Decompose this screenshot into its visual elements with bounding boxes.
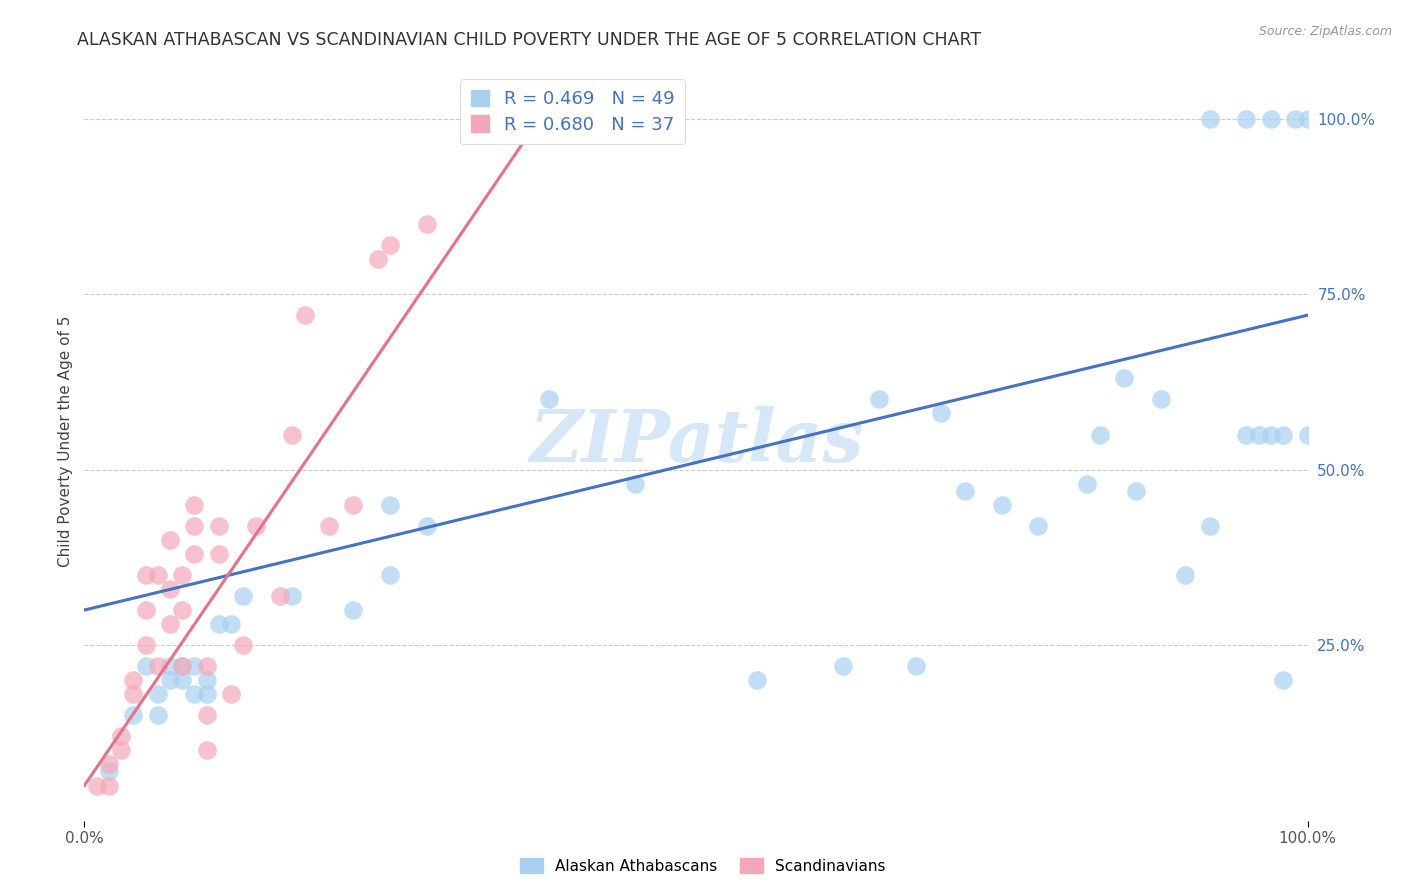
Point	[367, 252, 389, 266]
Point	[1296, 112, 1319, 126]
Point	[135, 603, 157, 617]
Point	[1284, 112, 1306, 126]
Point	[146, 687, 169, 701]
Point	[146, 568, 169, 582]
Point	[1236, 427, 1258, 442]
Point	[135, 659, 157, 673]
Point	[183, 518, 205, 533]
Point	[1076, 476, 1098, 491]
Point	[195, 673, 218, 688]
Point	[1114, 371, 1136, 385]
Point	[1272, 673, 1295, 688]
Point	[122, 708, 145, 723]
Point	[269, 589, 291, 603]
Point	[232, 589, 254, 603]
Point	[1028, 518, 1050, 533]
Point	[1198, 112, 1220, 126]
Point	[380, 238, 402, 252]
Point	[342, 498, 364, 512]
Point	[195, 708, 218, 723]
Point	[122, 687, 145, 701]
Point	[747, 673, 769, 688]
Point	[195, 743, 218, 757]
Point	[208, 518, 231, 533]
Point	[183, 659, 205, 673]
Point	[195, 687, 218, 701]
Text: ZIPatlas: ZIPatlas	[529, 406, 863, 477]
Point	[232, 638, 254, 652]
Point	[831, 659, 853, 673]
Point	[416, 518, 439, 533]
Legend: Alaskan Athabascans, Scandinavians: Alaskan Athabascans, Scandinavians	[515, 852, 891, 880]
Point	[1296, 427, 1319, 442]
Point	[110, 730, 132, 744]
Point	[624, 476, 647, 491]
Legend: R = 0.469   N = 49, R = 0.680   N = 37: R = 0.469 N = 49, R = 0.680 N = 37	[460, 79, 685, 145]
Point	[135, 638, 157, 652]
Point	[1198, 518, 1220, 533]
Point	[86, 779, 108, 793]
Point	[905, 659, 928, 673]
Point	[538, 392, 561, 407]
Text: ALASKAN ATHABASCAN VS SCANDINAVIAN CHILD POVERTY UNDER THE AGE OF 5 CORRELATION : ALASKAN ATHABASCAN VS SCANDINAVIAN CHILD…	[77, 31, 981, 49]
Point	[1272, 427, 1295, 442]
Point	[991, 498, 1014, 512]
Point	[183, 547, 205, 561]
Point	[953, 483, 976, 498]
Point	[172, 659, 194, 673]
Point	[1260, 427, 1282, 442]
Point	[159, 659, 181, 673]
Point	[1088, 427, 1111, 442]
Point	[380, 498, 402, 512]
Point	[97, 757, 120, 772]
Point	[146, 708, 169, 723]
Point	[172, 659, 194, 673]
Point	[1260, 112, 1282, 126]
Point	[172, 673, 194, 688]
Point	[122, 673, 145, 688]
Point	[219, 617, 242, 632]
Point	[183, 498, 205, 512]
Point	[195, 659, 218, 673]
Point	[245, 518, 267, 533]
Point	[208, 547, 231, 561]
Point	[869, 392, 891, 407]
Point	[342, 603, 364, 617]
Point	[1150, 392, 1173, 407]
Point	[208, 617, 231, 632]
Point	[183, 687, 205, 701]
Point	[110, 743, 132, 757]
Point	[159, 673, 181, 688]
Point	[281, 589, 304, 603]
Y-axis label: Child Poverty Under the Age of 5: Child Poverty Under the Age of 5	[58, 316, 73, 567]
Point	[1236, 112, 1258, 126]
Point	[219, 687, 242, 701]
Point	[1125, 483, 1147, 498]
Point	[159, 533, 181, 547]
Point	[172, 603, 194, 617]
Point	[416, 217, 439, 231]
Point	[318, 518, 340, 533]
Point	[159, 617, 181, 632]
Point	[380, 568, 402, 582]
Point	[929, 407, 952, 421]
Point	[172, 568, 194, 582]
Point	[1247, 427, 1270, 442]
Point	[135, 568, 157, 582]
Point	[294, 308, 316, 322]
Point	[281, 427, 304, 442]
Point	[97, 764, 120, 779]
Point	[97, 779, 120, 793]
Point	[146, 659, 169, 673]
Point	[159, 582, 181, 596]
Point	[1174, 568, 1197, 582]
Text: Source: ZipAtlas.com: Source: ZipAtlas.com	[1258, 25, 1392, 38]
